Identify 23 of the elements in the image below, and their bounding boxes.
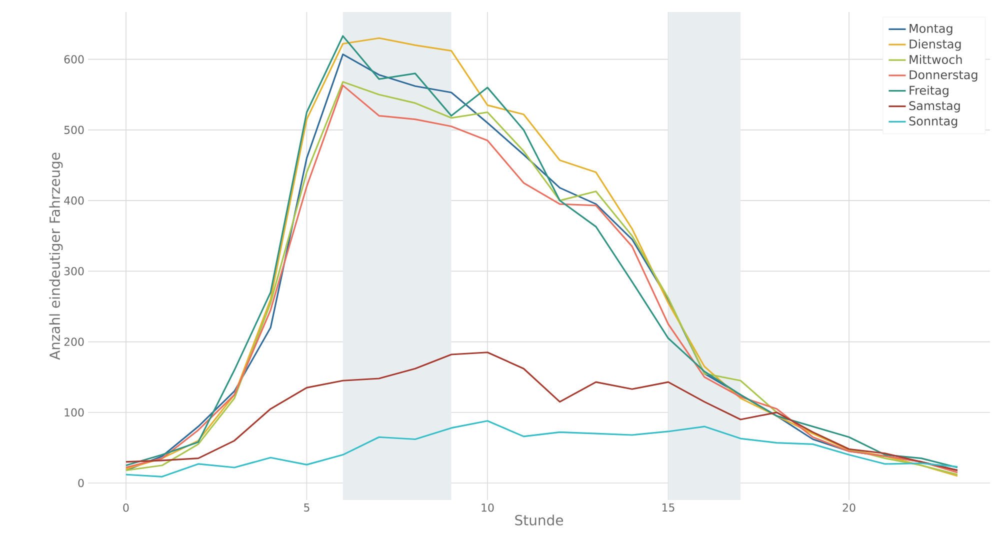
- legend-label: Dienstag: [910, 39, 961, 51]
- legend-label: Freitag: [910, 86, 948, 98]
- x-tick-label: 0: [123, 504, 129, 512]
- x-tick-label: 10: [482, 504, 494, 512]
- y-tick-label: 400: [64, 196, 84, 205]
- y-tick-label: 0: [78, 478, 84, 488]
- legend-label: Samstag: [909, 101, 960, 112]
- legend-label: Donnerstag: [910, 70, 978, 82]
- x-tick-label: 20: [842, 504, 856, 512]
- line-series: [125, 352, 958, 472]
- y-tick-label: 200: [64, 338, 84, 346]
- x-tick-label: 5: [304, 504, 310, 512]
- y-tick-label: 500: [64, 126, 84, 134]
- y-tick-label: 300: [64, 267, 84, 276]
- legend-label: Montag: [910, 24, 952, 36]
- y-axis-title: Anzahl eindeutiger Fahrzeuge: [49, 152, 63, 360]
- line-series: [125, 420, 958, 478]
- y-tick-label: 600: [64, 55, 84, 64]
- legend-label: Sonntag: [909, 116, 958, 128]
- legend-label: Mittwoch: [910, 54, 962, 64]
- x-tick-label: 15: [662, 504, 674, 512]
- y-tick-label: 100: [64, 408, 84, 417]
- x-axis-title: Stunde: [515, 514, 564, 526]
